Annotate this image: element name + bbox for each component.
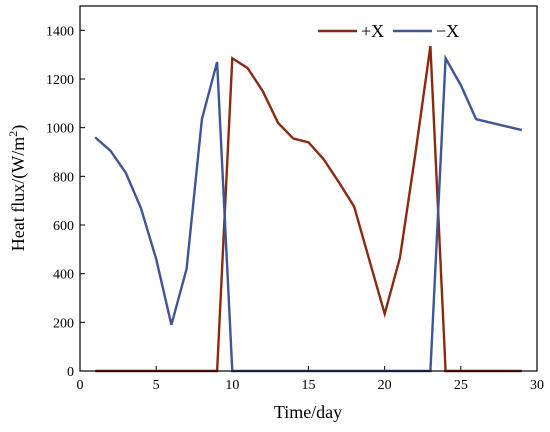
y-axis-title-main: Heat flux/(W/m [8,137,29,251]
y-tick-label: 400 [53,268,74,283]
legend: +X −X [318,21,459,41]
plot-frame [79,5,538,372]
y-tick-label: 1400 [46,24,74,39]
series-line-plus-x [95,45,522,373]
x-tick-label: 25 [454,378,468,393]
x-tick-label: 5 [153,378,160,393]
y-tick-label: 1000 [46,122,74,137]
y-tick-label: 600 [53,219,74,234]
x-tick-label: 20 [378,378,392,393]
y-axis-title-tail: ) [8,125,29,131]
series-line-minus-x [94,54,523,373]
y-tick-label: 800 [53,170,74,185]
legend-label-plus-x: +X [361,21,384,41]
legend-label-minus-x: −X [436,21,459,41]
y-axis-title-superscript: 2 [6,131,20,137]
plot-series [94,45,523,373]
y-axis-title: Heat flux/(W/m2) [6,125,29,251]
y-tick-label: 0 [67,365,74,380]
x-axis-title: Time/day [274,402,342,422]
y-tick-label: 1200 [46,73,74,88]
x-tick-label: 15 [302,378,316,393]
x-tick-label: 30 [530,378,544,393]
y-tick-label: 200 [53,316,74,331]
x-tick-label: 10 [225,378,239,393]
x-tick-label: 0 [77,378,84,393]
axis-ticks: 0 5 10 15 20 25 30 0 200 400 600 800 1000 1200 1400 [46,24,544,393]
